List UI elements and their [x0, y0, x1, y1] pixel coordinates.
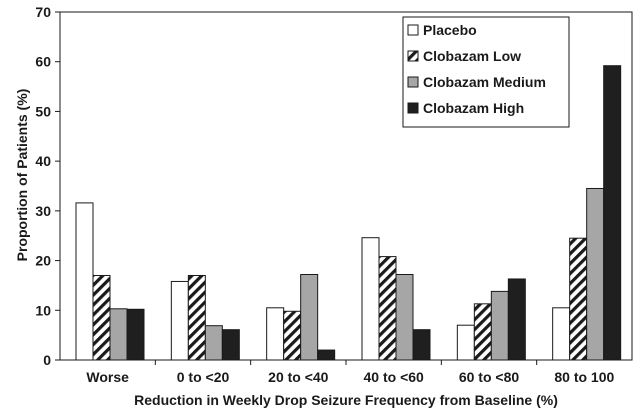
- legend-swatch-clobazam-high: [407, 102, 419, 114]
- bar-clobazam-low: [283, 310, 302, 361]
- bar-clobazam-high: [603, 65, 622, 361]
- bar-placebo: [75, 202, 94, 361]
- legend-label-placebo: Placebo: [423, 22, 477, 38]
- bar-placebo: [456, 324, 475, 361]
- bar-placebo: [170, 280, 189, 361]
- bar-clobazam-low: [473, 303, 492, 361]
- y-tick-label: 60: [35, 54, 51, 70]
- bar-clobazam-high: [126, 308, 145, 361]
- bar-clobazam-medium: [395, 273, 414, 361]
- plot-frame: [59, 11, 633, 361]
- x-axis-title: Reduction in Weekly Drop Seizure Frequen…: [134, 392, 558, 408]
- legend-box: [402, 16, 570, 128]
- bar-clobazam-low: [378, 256, 397, 361]
- bar-clobazam-low: [187, 274, 206, 361]
- y-tick-label: 40: [35, 153, 51, 169]
- bar-clobazam-medium: [109, 308, 128, 361]
- bar-clobazam-high: [221, 329, 240, 361]
- legend-swatch-placebo: [407, 24, 419, 36]
- y-tick-label: 70: [35, 4, 51, 20]
- bar-clobazam-high: [507, 278, 526, 361]
- legend-label-clobazam-high: Clobazam High: [423, 100, 524, 116]
- bar-clobazam-high: [412, 329, 431, 361]
- y-tick-label: 20: [35, 253, 51, 269]
- bar-placebo: [266, 307, 285, 361]
- legend-swatch-clobazam-medium: [407, 76, 419, 88]
- y-tick-label: 30: [35, 203, 51, 219]
- x-tick-label: 80 to 100: [554, 369, 614, 385]
- legend-label-clobazam-medium: Clobazam Medium: [423, 74, 546, 90]
- y-axis-title: Proportion of Patients (%): [14, 89, 30, 262]
- bar-clobazam-low: [92, 274, 111, 361]
- x-tick-label: 60 to <80: [459, 369, 520, 385]
- y-tick-label: 10: [35, 302, 51, 318]
- legend-label-clobazam-low: Clobazam Low: [423, 48, 521, 64]
- bar-clobazam-medium: [204, 325, 223, 361]
- bar-clobazam-high: [317, 349, 336, 361]
- x-tick-label: 0 to <20: [177, 369, 230, 385]
- bar-clobazam-medium: [300, 273, 319, 361]
- x-tick-label: 20 to <40: [268, 369, 329, 385]
- x-tick-label: 40 to <60: [364, 369, 425, 385]
- bar-clobazam-medium: [490, 290, 509, 361]
- bar-clobazam-low: [569, 237, 588, 361]
- y-tick-label: 50: [35, 103, 51, 119]
- y-tick-label: 0: [43, 352, 51, 368]
- bar-placebo: [361, 237, 380, 361]
- x-tick-label: Worse: [86, 369, 129, 385]
- legend-swatch-clobazam-low: [407, 50, 419, 62]
- bar-placebo: [552, 307, 571, 361]
- legend: Placebo Clobazam Low Clobazam Medium Clobaz…: [402, 16, 570, 128]
- bar-clobazam-medium: [586, 187, 605, 361]
